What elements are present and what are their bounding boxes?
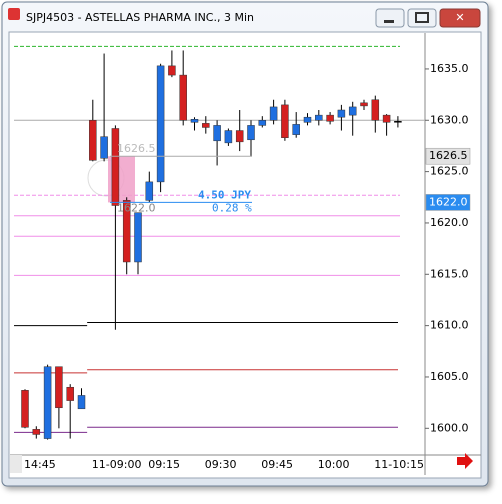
candle-body	[179, 74, 187, 121]
y-tick-label: 1600.0	[430, 421, 469, 434]
y-tick-label: 1610.0	[430, 319, 469, 332]
candle-body	[269, 106, 278, 121]
close-button[interactable]	[439, 8, 481, 28]
measure-start-label: 1626.5	[117, 142, 156, 155]
candle-body	[371, 99, 380, 121]
measure-change: 4.50 JPY	[198, 188, 251, 201]
x-tick-label: 11-10:15	[374, 458, 424, 471]
scroll-arrow[interactable]	[457, 453, 473, 469]
x-tick-label: 11-09:00	[92, 458, 142, 471]
candle-body	[21, 390, 29, 428]
x-tick-label: 14:45	[24, 458, 56, 471]
candle-body	[224, 130, 233, 144]
candle-body	[337, 109, 346, 118]
x-tick-label: 10:00	[318, 458, 350, 471]
scroll-handle[interactable]	[10, 455, 22, 473]
candle-body	[303, 116, 312, 123]
candle-body	[235, 130, 244, 143]
candle-body	[360, 102, 368, 107]
app-icon	[8, 8, 20, 20]
candle-body	[100, 136, 108, 159]
candle-body	[168, 65, 176, 76]
chart-area	[8, 31, 482, 479]
candle-body	[134, 212, 142, 263]
candle-body	[77, 395, 86, 410]
maximize-button[interactable]	[407, 8, 437, 28]
x-tick-label: 09:30	[205, 458, 237, 471]
price-flag-label: 1626.5	[429, 149, 468, 162]
candle-body	[43, 366, 52, 439]
window-title: SJPJ4503 - ASTELLAS PHARMA INC., 3 Min	[26, 11, 254, 24]
candle-body	[213, 125, 221, 142]
candle-body	[202, 123, 210, 128]
candle-body	[55, 366, 63, 409]
candle-body	[122, 200, 131, 263]
candle-body	[315, 114, 323, 121]
candle-body	[258, 120, 267, 126]
y-tick-label: 1635.0	[430, 62, 469, 75]
y-tick-label: 1615.0	[430, 267, 469, 280]
candle-body	[32, 429, 41, 435]
price-flag-label: 1622.0	[429, 195, 468, 208]
price-flag	[425, 194, 471, 211]
y-tick-label: 1625.0	[430, 165, 469, 178]
candle-body	[145, 181, 154, 201]
candle-body	[394, 121, 402, 123]
candle-body	[382, 114, 391, 123]
measure-change-pct: 0.28 %	[212, 201, 252, 214]
maximize-icon	[415, 12, 429, 23]
x-tick-label: 09:45	[261, 458, 293, 471]
y-tick-label: 1605.0	[430, 370, 469, 383]
price-flag	[425, 147, 471, 165]
plot: 1600.0 1605.0 1610.0 1615.0 1620.0 1625.0 1630…	[14, 45, 471, 471]
minimize-icon	[384, 20, 394, 23]
candle-body	[66, 386, 74, 401]
close-icon: ✕	[455, 11, 464, 24]
candle-body	[111, 128, 120, 206]
candle-body	[89, 120, 97, 161]
minimize-button[interactable]	[375, 8, 405, 28]
candle-body	[190, 118, 199, 123]
measure-end-label: 1622.0	[117, 201, 156, 214]
x-tick-label: 09:15	[148, 458, 180, 471]
candle-body	[247, 125, 255, 141]
candle-body	[348, 106, 357, 116]
y-tick-label: 1620.0	[430, 216, 469, 229]
candle-body	[156, 65, 165, 183]
y-tick-label: 1630.0	[430, 113, 469, 126]
candle-body	[292, 124, 300, 135]
candle-body	[281, 104, 289, 138]
candle-body	[326, 114, 334, 122]
